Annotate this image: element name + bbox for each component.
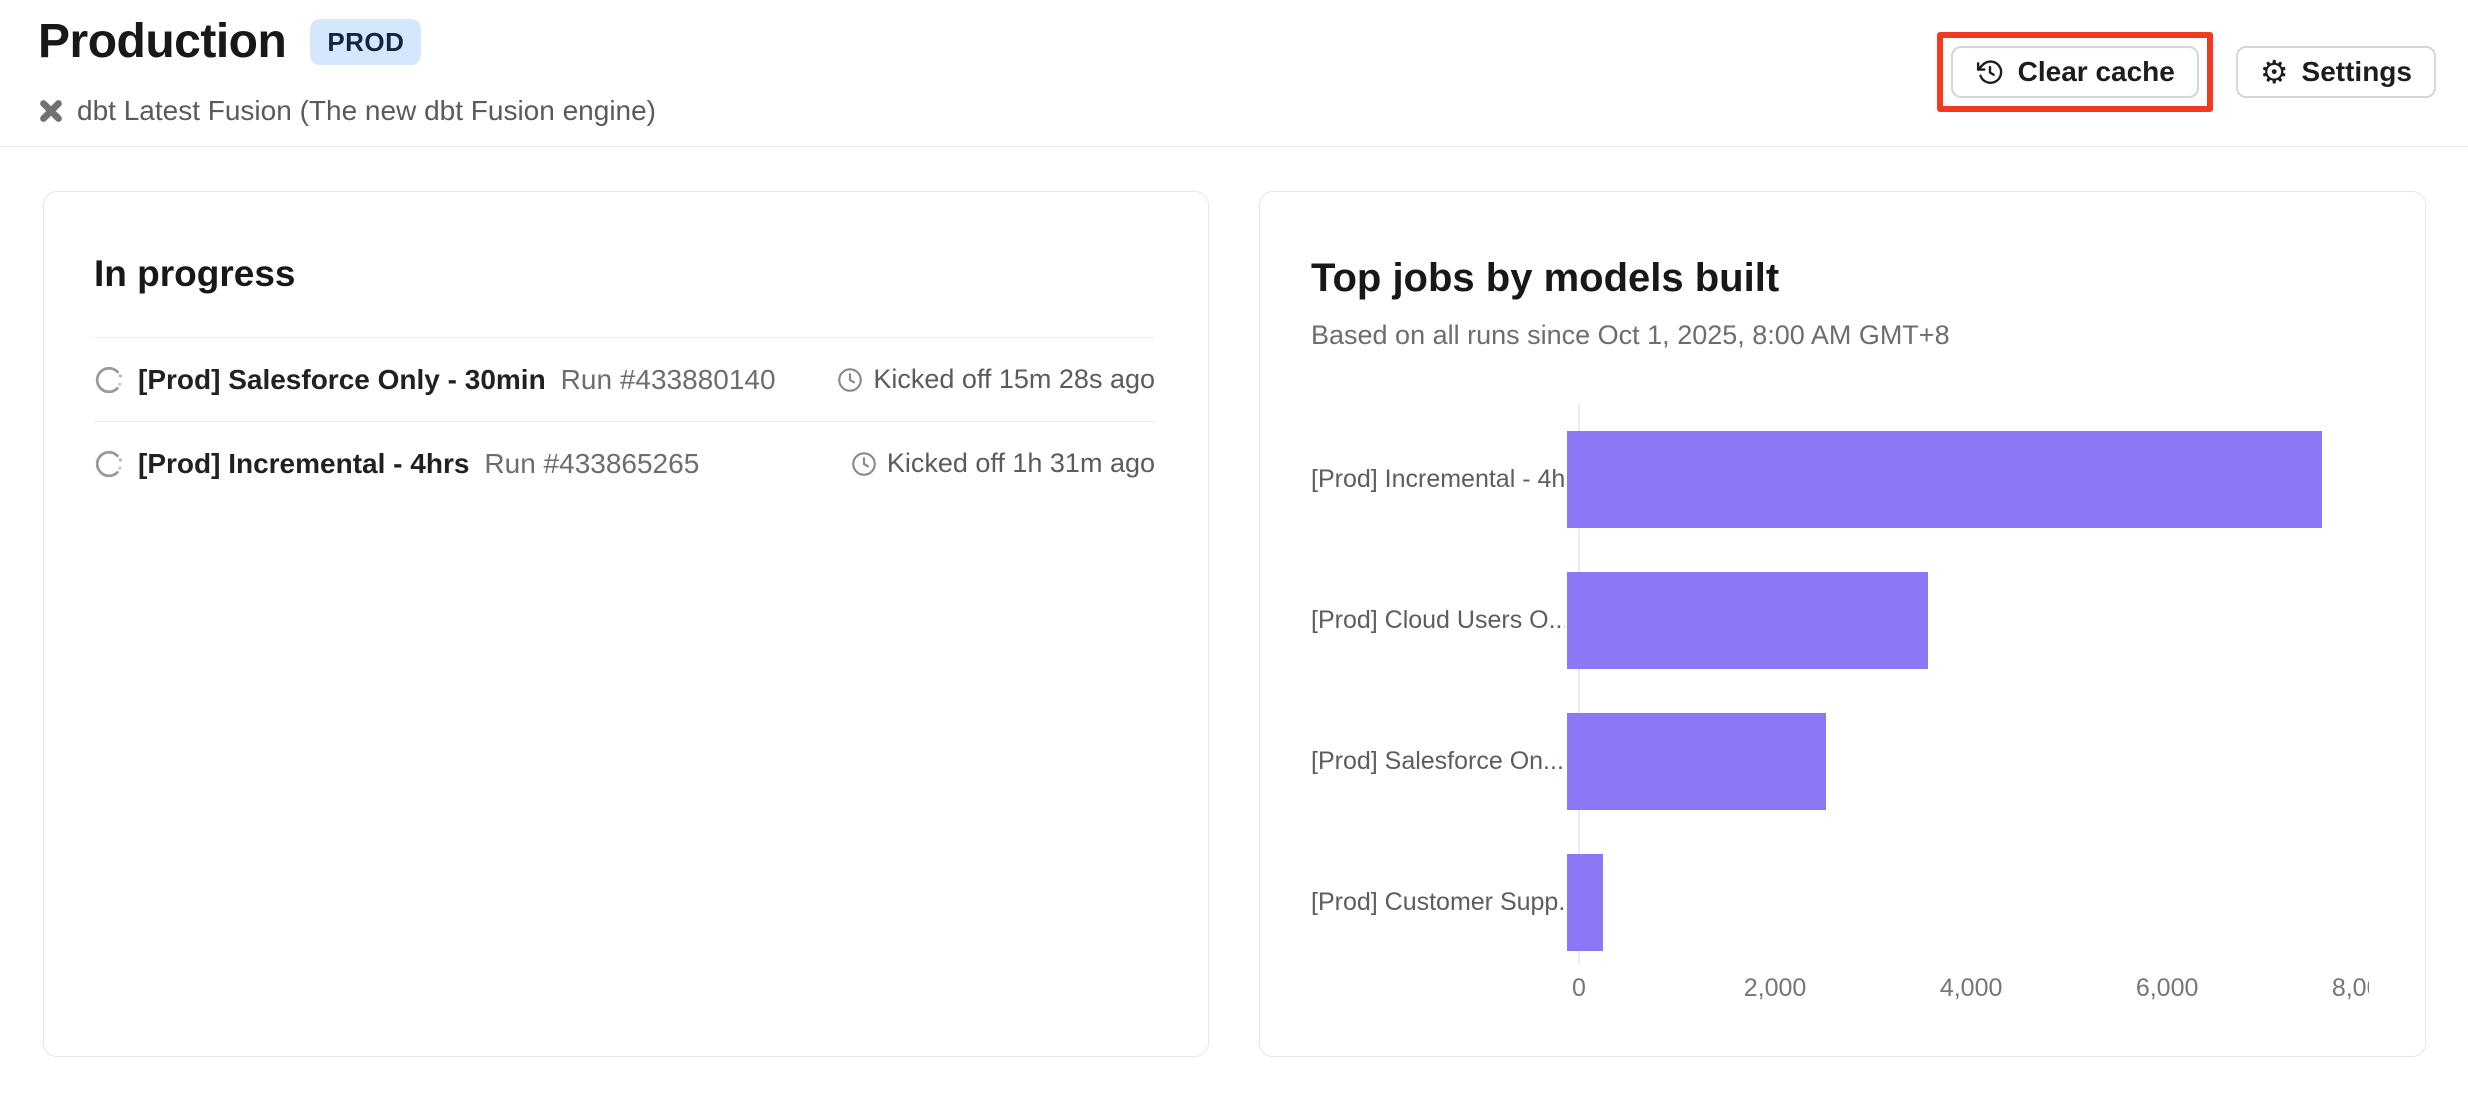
page-title: Production — [38, 15, 287, 68]
chart-x-tick-label: 4,000 — [1939, 974, 2003, 1002]
header-divider — [0, 146, 2468, 147]
chart-row: [Prod] Salesforce On... — [1311, 691, 2369, 832]
run-row[interactable]: [Prod] Salesforce Only - 30min Run #4338… — [94, 337, 1155, 421]
chart-row: [Prod] Incremental - 4hrs — [1311, 409, 2369, 550]
spinner-icon — [94, 449, 124, 479]
history-clock-icon — [1975, 57, 2005, 87]
environment-subtitle: dbt Latest Fusion (The new dbt Fusion en… — [36, 95, 656, 127]
spinner-icon — [94, 365, 124, 395]
header-actions: Clear cache ⚙ Settings — [1936, 32, 2436, 112]
environment-subtitle-text: dbt Latest Fusion (The new dbt Fusion en… — [77, 95, 657, 126]
kicked-off-text: Kicked off 1h 31m ago — [886, 448, 1155, 478]
clear-cache-label: Clear cache — [2017, 56, 2175, 87]
chart-category-label: [Prod] Cloud Users O... — [1311, 606, 1565, 634]
chart-title: Top jobs by models built — [1311, 256, 1780, 300]
kicked-off-status: Kicked off 1h 31m ago — [850, 448, 1155, 479]
kicked-off-text: Kicked off 15m 28s ago — [873, 364, 1155, 394]
chart-y-axis-line — [1578, 404, 1580, 964]
settings-button[interactable]: ⚙ Settings — [2235, 46, 2436, 98]
run-job-name-link[interactable]: [Prod] Incremental - 4hrs — [138, 447, 470, 479]
chart-bar[interactable] — [1567, 854, 1604, 951]
kicked-off-status: Kicked off 15m 28s ago — [836, 364, 1155, 395]
chart-category-label: [Prod] Customer Supp... — [1311, 888, 1565, 916]
in-progress-card: In progress [Prod] Salesforce Only - 30m… — [43, 191, 1209, 1057]
chart-category-label: [Prod] Salesforce On... — [1311, 747, 1564, 775]
chart-bar-track — [1565, 713, 2369, 810]
in-progress-title: In progress — [94, 253, 296, 294]
gear-icon: ⚙ — [2259, 53, 2289, 91]
chart-bar[interactable] — [1567, 572, 1928, 669]
chart-subtitle: Based on all runs since Oct 1, 2025, 8:0… — [1311, 320, 1950, 350]
chart-x-axis: 0 2,000 4,000 6,000 8,000 — [1559, 974, 2369, 1008]
header: Production PROD — [38, 15, 422, 69]
chart-bar[interactable] — [1567, 713, 1826, 810]
chart-bar-track — [1565, 431, 2369, 528]
chart-bar-track — [1565, 572, 2369, 669]
chart-bar[interactable] — [1567, 431, 2322, 528]
chart-x-tick-label: 0 — [1572, 974, 1586, 1002]
run-job-name-link[interactable]: [Prod] Salesforce Only - 30min — [138, 363, 546, 395]
run-number[interactable]: Run #433865265 — [484, 447, 700, 479]
annotation-highlight-box: Clear cache — [1936, 32, 2213, 112]
in-progress-list: [Prod] Salesforce Only - 30min Run #4338… — [94, 337, 1155, 505]
chart-row: [Prod] Customer Supp... — [1311, 832, 2369, 973]
chart-x-tick-label: 8,000 — [2331, 974, 2369, 1002]
clock-icon — [836, 366, 864, 394]
run-row[interactable]: [Prod] Incremental - 4hrs Run #433865265… — [94, 421, 1155, 505]
environment-badge: PROD — [310, 19, 422, 66]
chart-x-tick-label: 6,000 — [2135, 974, 2199, 1002]
chart-category-label: [Prod] Incremental - 4hrs — [1311, 465, 1565, 493]
chart-bar-track — [1565, 854, 2369, 951]
top-jobs-card: Top jobs by models built Based on all ru… — [1259, 191, 2426, 1057]
bar-chart: [Prod] Incremental - 4hrs [Prod] Cloud Us… — [1311, 409, 2369, 973]
clear-cache-button[interactable]: Clear cache — [1950, 46, 2199, 98]
clock-icon — [850, 450, 878, 478]
chart-x-tick-label: 2,000 — [1743, 974, 1807, 1002]
run-number[interactable]: Run #433880140 — [560, 363, 776, 395]
chart-row: [Prod] Cloud Users O... — [1311, 550, 2369, 691]
settings-label: Settings — [2301, 56, 2412, 87]
dbt-logo-icon — [36, 96, 66, 126]
